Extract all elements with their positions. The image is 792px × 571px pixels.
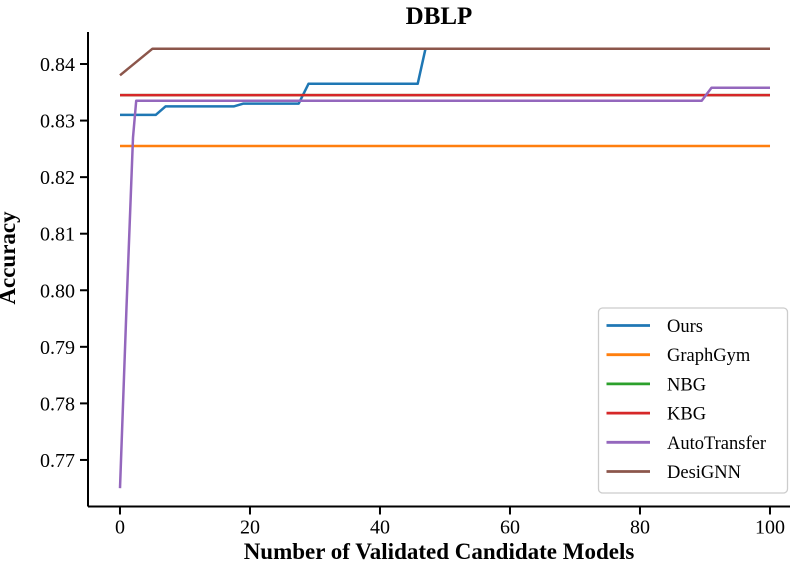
y-tick-label: 0.77 (40, 450, 75, 472)
y-tick-label: 0.84 (40, 54, 75, 76)
y-tick-label: 0.83 (40, 111, 75, 133)
y-tick-label: 0.79 (40, 337, 75, 359)
y-tick-label: 0.81 (40, 224, 75, 246)
x-tick-label: 40 (370, 517, 390, 539)
x-tick-label: 0 (115, 517, 125, 539)
legend-label-graphgym: GraphGym (667, 346, 751, 366)
y-tick-label: 0.82 (40, 167, 75, 189)
legend-label-nbg: NBG (667, 375, 706, 395)
y-tick-label: 0.80 (40, 280, 75, 302)
legend-label-autotransfer: AutoTransfer (667, 434, 766, 454)
legend-label-designn: DesiGNN (667, 463, 741, 483)
x-tick-label: 80 (630, 517, 650, 539)
series-line-designn (119, 47, 770, 77)
x-tick-label: 20 (240, 517, 260, 539)
x-tick-label: 100 (755, 517, 785, 539)
chart-title: DBLP (406, 3, 473, 30)
chart-generated-layer: 0.77 0.78 0.79 0.80 0.81 0.82 0.83 0.84 0 20 40 60 8… (40, 32, 790, 539)
x-tick-label: 60 (500, 517, 520, 539)
legend-label-ours: Ours (667, 317, 703, 337)
y-axis-label: Accuracy (0, 211, 20, 305)
series-line-autotransfer (118, 86, 770, 489)
x-axis-label: Number of Validated Candidate Models (244, 539, 635, 564)
legend-label-kbg: KBG (667, 405, 706, 425)
series-line-ours (120, 47, 770, 117)
y-tick-label: 0.78 (40, 393, 75, 415)
